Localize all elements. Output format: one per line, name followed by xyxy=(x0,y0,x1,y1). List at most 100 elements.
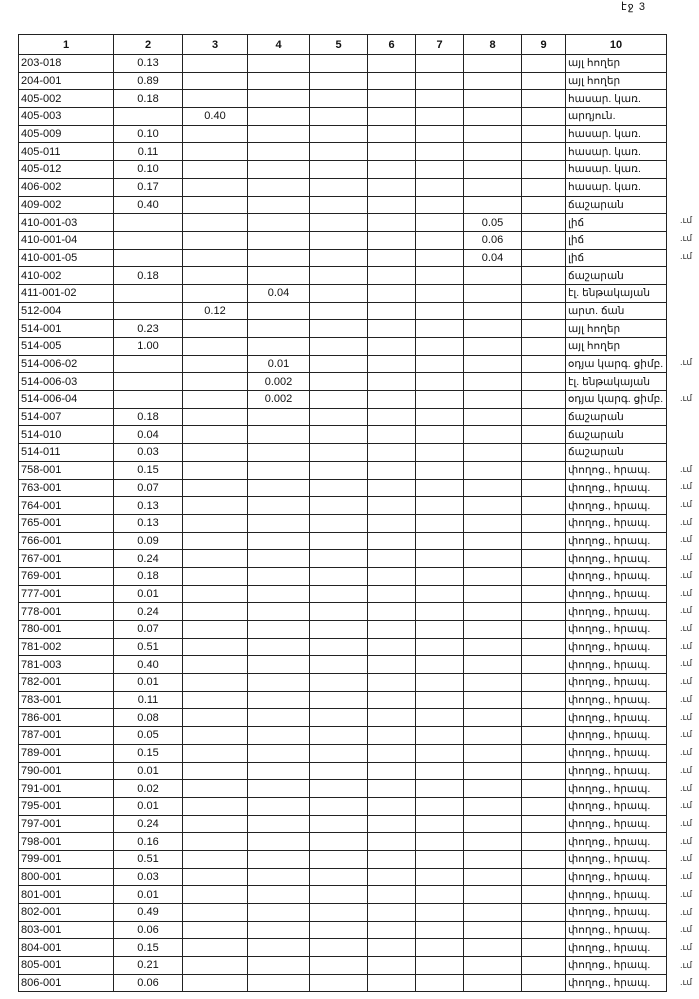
table-row: 514-007 0.18 ճաշարան xyxy=(18,407,667,427)
area-cell-col7 xyxy=(415,920,464,940)
area-cell-col7 xyxy=(415,708,464,728)
area-cell-col6 xyxy=(367,761,416,781)
margin-annotation: .ւմ xyxy=(680,250,693,261)
parcel-code-cell: 805-001 xyxy=(18,956,114,975)
parcel-code-cell: 763-001 xyxy=(18,478,114,498)
area-cell-col7 xyxy=(415,107,464,126)
land-use-cell: փողոց., հրապ. xyxy=(565,620,667,639)
area-cell-col6 xyxy=(367,372,416,392)
parcel-code-cell: 781-003 xyxy=(18,655,114,675)
area-cell-col8 xyxy=(463,566,522,586)
area-cell-col2 xyxy=(113,107,183,126)
land-use-cell: լիճ xyxy=(565,230,667,250)
area-cell-col6 xyxy=(367,54,416,73)
area-cell-col7 xyxy=(415,160,464,179)
area-cell-col8 xyxy=(463,283,522,303)
area-cell-col4: 0.01 xyxy=(247,354,310,374)
area-cell-col6 xyxy=(367,301,416,321)
column-header-8: 8 xyxy=(463,34,522,55)
area-cell-col4 xyxy=(247,655,310,675)
parcel-code-cell: 410-001-05 xyxy=(18,248,114,268)
area-cell-col9 xyxy=(521,301,566,321)
land-use-cell: հասար. կառ. xyxy=(565,124,667,144)
margin-annotation: .ւմ xyxy=(680,392,693,403)
margin-annotation: .ւմ xyxy=(680,481,693,492)
area-cell-col3 xyxy=(182,796,248,816)
area-cell-col6 xyxy=(367,849,416,869)
land-use-cell: էլ. ենթակայան xyxy=(565,372,667,392)
area-cell-col6 xyxy=(367,867,416,887)
land-use-cell: այլ հողեր xyxy=(565,54,667,73)
area-cell-col5 xyxy=(309,301,368,321)
area-cell-col5 xyxy=(309,54,368,73)
area-cell-col6 xyxy=(367,814,416,834)
area-cell-col4 xyxy=(247,956,310,975)
area-cell-col6 xyxy=(367,407,416,427)
column-header-4: 4 xyxy=(247,34,310,55)
land-use-cell: փողոց., հրապ. xyxy=(565,726,667,745)
margin-annotation: .ւմ xyxy=(680,977,693,988)
area-cell-col3 xyxy=(182,849,248,869)
area-cell-col5 xyxy=(309,885,368,904)
area-cell-col5 xyxy=(309,726,368,745)
table-row: 769-001 0.18 փողոց., հրապ. xyxy=(18,566,667,586)
area-cell-col4 xyxy=(247,708,310,728)
area-cell-col6 xyxy=(367,425,416,445)
table-row: 405-012 0.10 հասար. կառ. xyxy=(18,160,667,179)
area-cell-col4 xyxy=(247,213,310,232)
area-cell-col9 xyxy=(521,531,566,551)
area-cell-col5 xyxy=(309,354,368,374)
area-cell-col9 xyxy=(521,761,566,781)
area-cell-col4 xyxy=(247,743,310,763)
area-cell-col7 xyxy=(415,956,464,975)
area-cell-col9 xyxy=(521,266,566,285)
area-cell-col9 xyxy=(521,496,566,515)
land-use-cell: ճաշարան xyxy=(565,407,667,427)
area-cell-col6 xyxy=(367,938,416,958)
area-cell-col5 xyxy=(309,903,368,922)
area-cell-col2: 0.07 xyxy=(113,620,183,639)
land-use-cell: փողոց., հրապ. xyxy=(565,814,667,834)
area-cell-col6 xyxy=(367,390,416,409)
table-row: 514-006-02 0.01 օդյա կարգ. ցիմբ. xyxy=(18,354,667,374)
area-cell-col6 xyxy=(367,796,416,816)
parcel-code-cell: 782-001 xyxy=(18,673,114,692)
area-cell-col3 xyxy=(182,920,248,940)
area-cell-col6 xyxy=(367,743,416,763)
area-cell-col7 xyxy=(415,779,464,798)
area-cell-col3 xyxy=(182,867,248,887)
area-cell-col9 xyxy=(521,213,566,232)
land-use-cell: հասար. կառ. xyxy=(565,142,667,162)
area-cell-col8 xyxy=(463,266,522,285)
area-cell-col5 xyxy=(309,496,368,515)
area-cell-col2: 0.18 xyxy=(113,89,183,109)
area-cell-col3 xyxy=(182,460,248,480)
area-cell-col5 xyxy=(309,637,368,657)
table-row: 405-003 0.40 արդյուն. xyxy=(18,107,667,126)
area-cell-col7 xyxy=(415,903,464,922)
area-cell-col4 xyxy=(247,637,310,657)
area-cell-col4 xyxy=(247,301,310,321)
area-cell-col7 xyxy=(415,690,464,710)
area-cell-col2: 0.40 xyxy=(113,195,183,215)
parcel-code-cell: 798-001 xyxy=(18,832,114,851)
area-cell-col3 xyxy=(182,478,248,498)
land-use-cell: այլ հողեր xyxy=(565,71,667,91)
parcel-code-cell: 514-006-02 xyxy=(18,354,114,374)
table-row: 787-001 0.05 փողոց., հրապ. xyxy=(18,726,667,745)
area-cell-col3 xyxy=(182,956,248,975)
area-cell-col3 xyxy=(182,637,248,657)
margin-annotation: .ւմ xyxy=(680,215,693,226)
table-row: 778-001 0.24 փողոց., հրապ. xyxy=(18,602,667,621)
area-cell-col2: 0.16 xyxy=(113,832,183,851)
parcel-code-cell: 410-002 xyxy=(18,266,114,285)
parcel-code-cell: 405-012 xyxy=(18,160,114,179)
area-cell-col3 xyxy=(182,142,248,162)
parcel-code-cell: 795-001 xyxy=(18,796,114,816)
area-cell-col9 xyxy=(521,460,566,480)
area-cell-col3 xyxy=(182,177,248,197)
area-cell-col2 xyxy=(113,390,183,409)
area-cell-col6 xyxy=(367,496,416,515)
area-cell-col2: 0.15 xyxy=(113,460,183,480)
area-cell-col9 xyxy=(521,107,566,126)
